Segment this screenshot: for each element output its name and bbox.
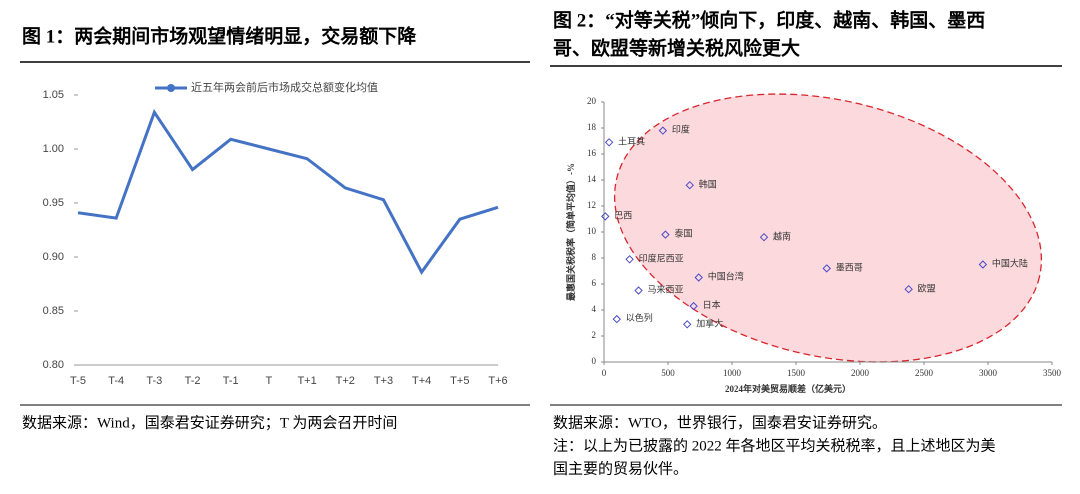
y-tick-label: 0.95 [43, 197, 64, 209]
x-tick-label: T+3 [374, 375, 393, 387]
point [694, 273, 703, 282]
point-label: 土耳其 [618, 135, 645, 146]
point-label: 加拿大 [696, 317, 723, 328]
point-label: 巴西 [614, 210, 632, 220]
x-tick-label: 500 [661, 368, 675, 378]
x-tick-label: T-1 [223, 375, 239, 387]
text-line: 注：以上为已披露的 2022 年各地区平均关税税率，且上述地区为美 [553, 437, 996, 454]
point [661, 230, 670, 239]
x-tick-label: 3500 [1043, 368, 1062, 378]
x-tick-label: 1000 [723, 368, 742, 378]
y-tick-label: 2 [592, 330, 597, 340]
x-tick-label: T-4 [108, 375, 124, 387]
source: 数据来源：WTO，世界银行，国泰君安证券研究。 [553, 414, 887, 431]
source: 数据来源：Wind，国泰君安证券研究；T 为两会召开时间 [22, 414, 397, 431]
y-tick-label: 0.90 [43, 251, 64, 263]
point [625, 255, 634, 264]
point [604, 138, 614, 147]
x-tick-label: T+5 [450, 375, 469, 387]
point-label: 印度尼西亚 [639, 252, 684, 263]
y-tick-label: 20 [587, 96, 597, 106]
y-tick-label: 6 [592, 278, 597, 288]
point-label: 马来西亚 [648, 285, 684, 295]
x-tick-label: 3000 [979, 368, 998, 378]
text-line: 国主要的贸易伙伴。 [553, 460, 688, 477]
x-tick-label: 2500 [915, 368, 934, 378]
point-label: 欧盟 [918, 282, 936, 293]
point [689, 301, 698, 311]
x-tick-label: T [266, 375, 273, 387]
text-line: 哥、欧盟等新增关税风险更大 [553, 36, 800, 59]
x-tick-label: T+1 [297, 375, 316, 387]
y-axis-label: 最惠国关税税率（简单平均值）-% [565, 163, 576, 301]
y-tick-label: 1.05 [43, 89, 64, 101]
x-tick-label: 2000 [851, 368, 870, 378]
point-label: 日本 [703, 299, 721, 310]
point [685, 180, 694, 190]
point [658, 126, 668, 135]
line [77, 108, 499, 275]
point [904, 284, 913, 294]
point-label: 越南 [773, 230, 791, 241]
text-line: 图 2：“对等关税”倾向下，印度、越南、韩国、墨西 [553, 8, 985, 31]
point-label: 泰国 [674, 228, 692, 239]
point-label: 韩国 [699, 178, 717, 189]
y-tick-label: 0 [592, 356, 597, 366]
x-tick-label: 0 [602, 368, 607, 378]
x-tick-label: T+4 [412, 375, 431, 387]
y-tick-label: 14 [587, 174, 597, 184]
y-tick-label: 1.00 [43, 143, 64, 155]
x-tick-label: T+6 [488, 375, 507, 387]
x-tick-label: T+2 [336, 375, 355, 387]
legend-label: 近五年两会前后市场成交总额变化均值 [191, 80, 378, 94]
y-tick-label: 16 [587, 148, 597, 158]
x-tick-label: T-3 [146, 375, 162, 387]
y-tick-label: 18 [587, 122, 597, 132]
point [612, 314, 622, 324]
point [634, 286, 643, 295]
title: 图 1：两会期间市场观望情绪明显，交易额下降 [22, 24, 417, 47]
legend-marker [167, 84, 175, 92]
point [601, 212, 610, 221]
point-label: 以色列 [626, 312, 653, 323]
point [822, 264, 831, 273]
point-label: 墨西哥 [836, 262, 863, 272]
highlight-ellipse [613, 93, 1043, 363]
point [759, 232, 769, 242]
point [978, 260, 988, 269]
x-axis-label: 2024年对美贸易顺差（亿美元） [725, 383, 851, 394]
point-label: 中国台湾 [708, 271, 744, 282]
y-tick-label: 0.80 [43, 359, 64, 371]
y-tick-label: 8 [592, 252, 597, 262]
y-tick-label: 12 [587, 200, 596, 210]
point [682, 320, 692, 329]
x-tick-label: 1500 [787, 368, 806, 378]
y-tick-label: 0.85 [43, 305, 64, 317]
point-label: 印度 [672, 124, 690, 135]
y-tick-label: 4 [592, 304, 597, 314]
x-tick-label: T-5 [70, 375, 86, 387]
y-tick-label: 10 [587, 226, 597, 236]
point-label: 中国大陆 [992, 258, 1028, 269]
x-tick-label: T-2 [185, 375, 201, 387]
